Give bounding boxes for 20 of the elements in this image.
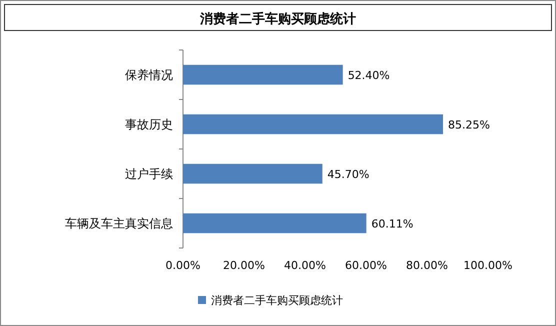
bar xyxy=(183,213,366,234)
x-tick-label: 20.00% xyxy=(223,259,265,272)
x-tick-label: 100.00% xyxy=(464,259,512,272)
y-tick-label: 过户手续 xyxy=(125,166,173,181)
x-tick-label: 40.00% xyxy=(284,259,326,272)
data-label: 45.70% xyxy=(327,168,370,181)
data-label: 52.40% xyxy=(348,68,390,82)
y-tick-label: 保养情况 xyxy=(125,68,173,82)
chart-title: 消费者二手车购买顾虑统计 xyxy=(199,11,356,27)
bar xyxy=(183,164,322,184)
y-tick-label: 车辆及车主真实信息 xyxy=(65,216,173,230)
data-label: 85.25% xyxy=(448,118,490,132)
x-tick-label: 60.00% xyxy=(345,259,387,272)
bar xyxy=(183,64,343,85)
x-tick-label: 80.00% xyxy=(406,259,448,272)
y-tick-label: 事故历史 xyxy=(125,117,173,132)
bar xyxy=(183,114,444,134)
x-tick-label: 0.00% xyxy=(166,259,200,272)
data-label: 60.11% xyxy=(371,217,414,230)
legend-label: 消费者二手车购买顾虑统计 xyxy=(211,294,343,307)
